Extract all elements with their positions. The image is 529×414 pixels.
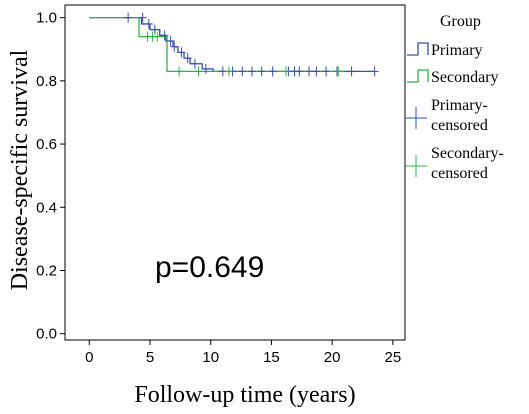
censor-mark-primary bbox=[150, 24, 159, 35]
legend-label: censored bbox=[431, 165, 488, 182]
legend-label: Primary bbox=[431, 42, 483, 59]
censor-mark-primary bbox=[322, 66, 331, 77]
censor-mark-primary bbox=[177, 47, 186, 58]
x-tick-label: 5 bbox=[146, 349, 154, 366]
y-tick-label: 0.6 bbox=[36, 136, 57, 153]
legend-title: Group bbox=[440, 13, 481, 30]
censor-mark-primary bbox=[347, 66, 356, 77]
legend-label: Primary- bbox=[431, 97, 488, 114]
censor-mark-primary bbox=[124, 12, 133, 23]
survival-curves bbox=[89, 16, 375, 73]
survival-line-primary bbox=[89, 16, 375, 73]
censor-mark-secondary bbox=[282, 66, 290, 77]
censor-mark-primary bbox=[295, 66, 304, 77]
censor-mark-primary bbox=[170, 41, 179, 52]
y-tick-label: 0.2 bbox=[36, 262, 57, 279]
censor-mark-secondary bbox=[224, 66, 233, 77]
x-axis: 0 5 10 15 20 25 bbox=[85, 340, 401, 366]
censor-mark-secondary bbox=[334, 66, 343, 77]
y-tick-label: 0.8 bbox=[36, 73, 57, 90]
censor-mark-primary bbox=[268, 66, 277, 77]
y-tick-label: 1.0 bbox=[36, 10, 57, 27]
censor-mark-primary bbox=[201, 63, 210, 74]
censor-mark-primary bbox=[183, 53, 192, 64]
censor-mark-primary bbox=[248, 66, 256, 77]
y-axis-title: Disease-specific survival bbox=[7, 49, 33, 290]
legend-label: Secondary- bbox=[431, 145, 504, 162]
p-value-annotation: p=0.649 bbox=[155, 251, 264, 284]
censor-mark-primary bbox=[257, 66, 266, 77]
y-tick-label: 0.4 bbox=[36, 199, 57, 216]
x-tick-label: 25 bbox=[385, 349, 402, 366]
legend: Group Primary Secondary Primary-censored Se… bbox=[405, 13, 504, 182]
x-axis-title: Follow-up time (years) bbox=[134, 382, 355, 408]
censor-mark-primary bbox=[370, 66, 379, 77]
y-axis: 0.0 0.2 0.4 0.6 0.8 1.0 bbox=[36, 10, 65, 343]
censor-mark-primary bbox=[312, 66, 321, 77]
survival-line-secondary bbox=[89, 16, 345, 73]
legend-label: Secondary bbox=[431, 69, 499, 86]
x-tick-label: 15 bbox=[263, 349, 280, 366]
plot-frame bbox=[64, 4, 406, 341]
x-tick-label: 20 bbox=[324, 349, 341, 366]
censor-mark-secondary bbox=[175, 66, 184, 77]
censor-marks bbox=[124, 12, 379, 77]
x-tick-label: 0 bbox=[85, 349, 93, 366]
legend-label: censored bbox=[431, 117, 488, 134]
censor-mark-secondary bbox=[194, 66, 203, 77]
censor-mark-primary bbox=[305, 66, 314, 77]
legend-step-icon bbox=[407, 42, 429, 56]
plot-border bbox=[64, 4, 406, 341]
x-tick-label: 10 bbox=[202, 349, 219, 366]
y-tick-label: 0.0 bbox=[36, 326, 57, 343]
censor-mark-primary bbox=[238, 66, 247, 77]
censor-mark-primary bbox=[166, 36, 175, 47]
censor-mark-primary bbox=[144, 18, 153, 29]
censor-mark-secondary bbox=[153, 31, 162, 42]
censor-mark-primary bbox=[138, 12, 147, 23]
censor-mark-primary bbox=[160, 30, 169, 41]
censor-mark-primary bbox=[190, 58, 199, 69]
legend-step-icon bbox=[407, 69, 429, 83]
